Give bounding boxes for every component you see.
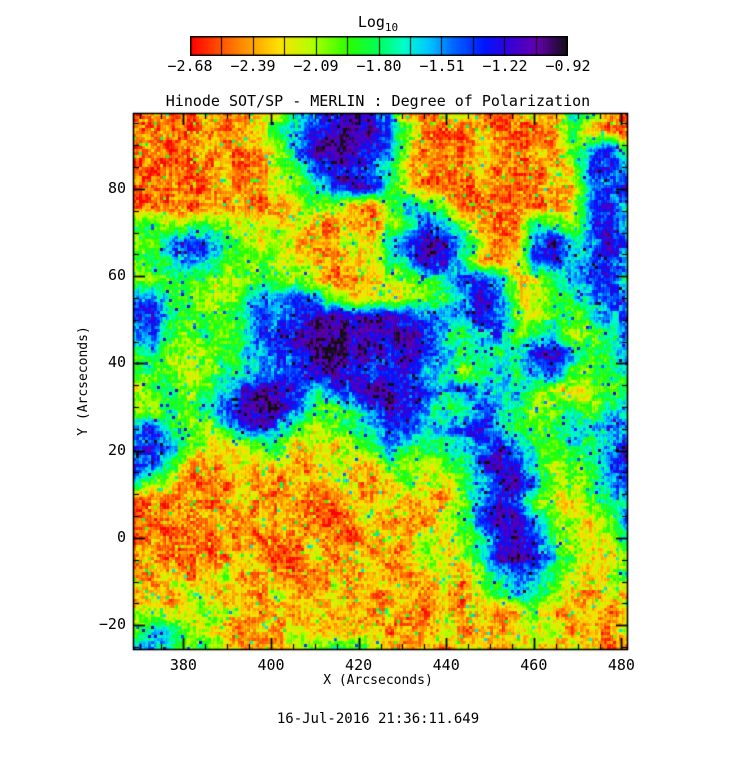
x-axis-label: X (Arcseconds) <box>323 673 433 688</box>
x-tick-label: 400 <box>257 656 285 674</box>
heatmap-canvas <box>133 113 628 650</box>
y-tick-label: 60 <box>107 266 126 285</box>
colorbar-tick-label: −2.68 <box>167 57 213 75</box>
y-tick-label: 20 <box>107 440 126 459</box>
y-tick-label: 80 <box>107 178 126 197</box>
colorbar-tick-label: −1.80 <box>356 57 402 75</box>
x-tick-label: 460 <box>520 656 548 674</box>
colorbar-title-text: Log <box>357 13 385 31</box>
colorbar-tick-label: −1.51 <box>419 57 465 75</box>
colorbar-tick-label: −2.39 <box>230 57 276 75</box>
x-tick-label: 420 <box>345 656 373 674</box>
y-tick-label: −20 <box>98 615 126 634</box>
colorbar <box>190 36 568 56</box>
x-tick-label: 480 <box>607 656 635 674</box>
colorbar-title: Log10 <box>0 14 756 34</box>
plot-title: Hinode SOT/SP - MERLIN : Degree of Polar… <box>165 92 591 110</box>
timestamp: 16-Jul-2016 21:36:11.649 <box>276 711 480 727</box>
y-tick-label: 40 <box>107 353 126 372</box>
x-tick-label: 440 <box>432 656 460 674</box>
y-tick-label: 0 <box>116 527 126 546</box>
colorbar-tick-label: −1.22 <box>482 57 528 75</box>
colorbar-tick-label: −0.92 <box>545 57 591 75</box>
colorbar-tick-label: −2.09 <box>293 57 339 75</box>
x-tick-label: 380 <box>169 656 197 674</box>
y-axis-label: Y (Arcseconds) <box>75 326 91 436</box>
colorbar-title-subscript: 10 <box>384 21 399 34</box>
